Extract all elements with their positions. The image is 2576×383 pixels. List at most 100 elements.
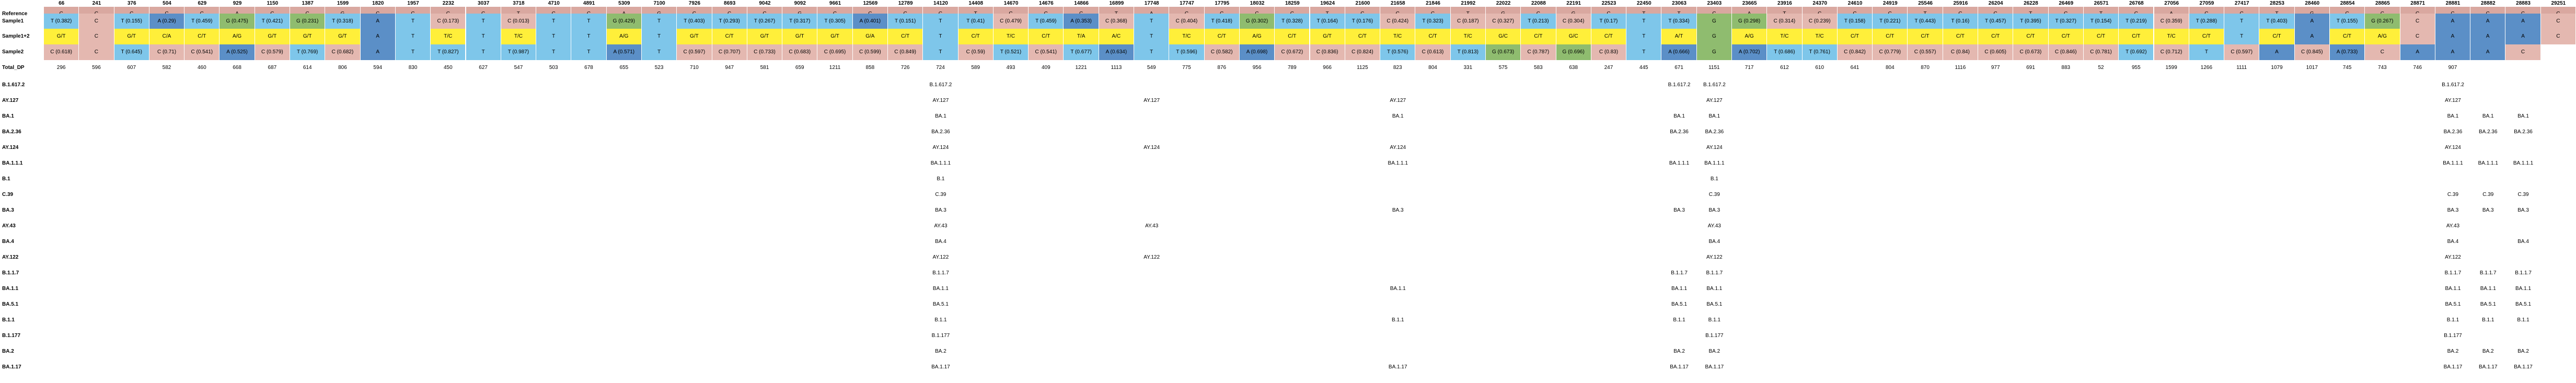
lineage-cell: BA.1 (2482, 113, 2494, 119)
total_dp-cell: 575 (1486, 60, 1521, 76)
sample1-cell: T (0.176) (1345, 14, 1381, 29)
lineage-cell: B.1.617.2 (1703, 82, 1726, 88)
total_dp-cell: 460 (184, 60, 220, 76)
lineage-cell: BA.1.1 (932, 286, 949, 292)
lineage-cell: BA.5.1 (2515, 301, 2532, 307)
sample12-cell: C/T (1978, 29, 2014, 44)
position-header: 16899 (1109, 1, 1124, 6)
sample1-cell: T (641, 14, 677, 29)
lineage-cell: AY.127 (2445, 98, 2461, 103)
total_dp-cell: 806 (325, 60, 361, 76)
sample12-cell: G/T (782, 29, 818, 44)
position-header: 21846 (1426, 1, 1440, 6)
sample1-cell: A (0.401) (852, 14, 888, 29)
position-header: 376 (127, 1, 136, 6)
lineage-cell: BA.1.17 (2514, 364, 2533, 370)
sample12-cell: T/C (1380, 29, 1416, 44)
lineage-cell: B.1.1.7 (2479, 270, 2497, 276)
sample12-cell: G/T (44, 29, 79, 44)
total_dp-cell: 247 (1591, 60, 1627, 76)
sample2-cell: A (0.634) (1099, 44, 1135, 60)
sample2-cell: A (360, 44, 396, 60)
sample2-cell: A (2435, 44, 2471, 60)
position-header: 24610 (1847, 1, 1863, 6)
lineage-cell: B.1.1.7 (2515, 270, 2532, 276)
position-header: 1387 (302, 1, 314, 6)
position-header: 1599 (337, 1, 349, 6)
total_dp-cell: 823 (1380, 60, 1416, 76)
sample1-cell: C (0.239) (1802, 14, 1838, 29)
position-header: 241 (92, 1, 101, 6)
sample1-cell: T (0.403) (677, 14, 712, 29)
sample2-cell: C (0.842) (1837, 44, 1873, 60)
sample2-cell: T (641, 44, 677, 60)
sample12-cell: T/C (431, 29, 466, 44)
sample1-cell: C (0.013) (501, 14, 537, 29)
position-header: 14670 (1003, 1, 1019, 6)
sample1-cell: T (0.164) (1310, 14, 1345, 29)
position-header: 4710 (548, 1, 560, 6)
lineage-cell: BA.1.17 (1670, 364, 1689, 370)
total_dp-cell: 804 (1415, 60, 1451, 76)
sample1-cell: G (0.429) (606, 14, 642, 29)
position-header: 23916 (1777, 1, 1792, 6)
sample1-cell: T (0.318) (325, 14, 361, 29)
sample1-cell: T (2224, 14, 2260, 29)
lineage-cell: BA.1 (2447, 113, 2459, 119)
sample2-cell: C (0.618) (44, 44, 79, 60)
position-header: 66 (59, 1, 65, 6)
lineage-cell: AY.124 (1143, 145, 1160, 150)
lineage-cell: B.1.1.7 (1706, 270, 1723, 276)
sample2-cell: T (0.761) (1802, 44, 1838, 60)
lineage-cell: BA.2 (1708, 349, 1720, 354)
lineage-cell: B.1.617.2 (2442, 82, 2464, 88)
lineage-cell: B.1.1 (934, 317, 947, 323)
position-header: 28883 (2516, 1, 2531, 6)
sample2-cell: C (0.59) (958, 44, 994, 60)
row-label: BA.2.36 (2, 129, 21, 135)
sample1-cell: T (0.328) (1275, 14, 1310, 29)
total_dp-cell: 409 (1029, 60, 1064, 76)
sample1-cell: T (0.305) (817, 14, 853, 29)
sample1-cell: C (2540, 14, 2576, 29)
sample2-cell: C (0.613) (1415, 44, 1451, 60)
sample12-cell: C/T (2329, 29, 2365, 44)
position-header: 9042 (759, 1, 771, 6)
sample2-cell: C (0.733) (747, 44, 783, 60)
total_dp-cell: 547 (501, 60, 537, 76)
lineage-cell: C.39 (935, 192, 946, 198)
lineage-cell: AY.124 (932, 145, 949, 150)
sample2-cell: T (0.827) (431, 44, 466, 60)
sample2-cell: C (0.673) (2013, 44, 2049, 60)
sample12-cell: G/C (1556, 29, 1591, 44)
sample1-cell: C (0.404) (1169, 14, 1205, 29)
sample12-cell: T/C (1802, 29, 1838, 44)
sample2-cell: A (0.698) (1239, 44, 1275, 60)
sample12-cell: A (2435, 29, 2471, 44)
lineage-cell: BA.1.1 (1706, 286, 1723, 292)
lineage-cell: BA.1 (1392, 113, 1404, 119)
sample1-cell: T (0.403) (2259, 14, 2295, 29)
row-label: BA.5.1 (2, 301, 19, 307)
sample1-cell: C (0.359) (2154, 14, 2189, 29)
lineage-cell: BA.2.36 (1670, 129, 1689, 135)
lineage-cell: BA.3 (1673, 207, 1685, 213)
lineage-cell: AY.43 (2446, 223, 2460, 229)
position-header: 26469 (2059, 1, 2074, 6)
total_dp-cell: 583 (1521, 60, 1556, 76)
sample2-cell: C (0.557) (1908, 44, 1943, 60)
sample1-cell: T (0.395) (2013, 14, 2049, 29)
sample12-cell: C/T (1204, 29, 1240, 44)
sample12-cell: C/T (1415, 29, 1451, 44)
sample1-cell: C (0.173) (431, 14, 466, 29)
sample2-cell: C (0.597) (2224, 44, 2260, 60)
position-header: 27059 (2199, 1, 2214, 6)
sample1-cell: T (0.151) (888, 14, 923, 29)
row-label: Total_DP (2, 65, 25, 71)
total_dp-cell: 594 (361, 60, 396, 76)
total_dp-cell: 746 (2400, 60, 2435, 76)
total_dp-cell: 804 (1873, 60, 1908, 76)
sample12-cell: A (360, 29, 396, 44)
row-label: Reference (2, 11, 28, 17)
position-header: 25916 (1953, 1, 1968, 6)
